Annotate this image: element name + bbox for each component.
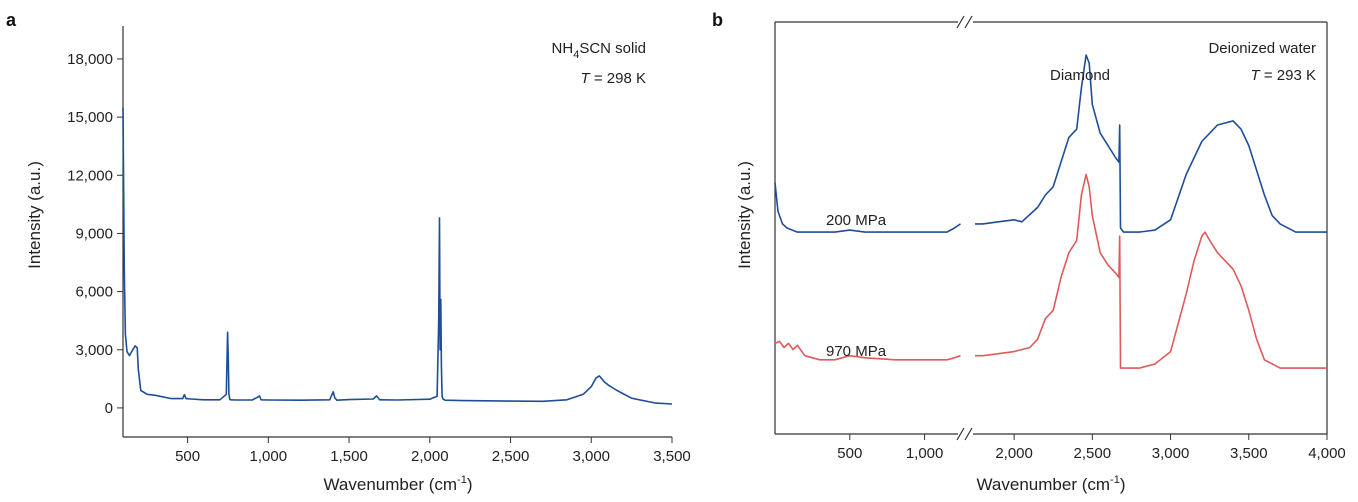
panel-b-y-axis-title: Intensity (a.u.) bbox=[735, 161, 754, 269]
panel-a-y-axis-title: Intensity (a.u.) bbox=[25, 161, 44, 269]
panel-a-letter: a bbox=[6, 10, 17, 30]
panel-b-x-axis-title: Wavenumber (cm-1) bbox=[977, 474, 1126, 494]
panel-a-temperature-label: T = 298 K bbox=[581, 70, 646, 87]
panel-b-diamond-label: Diamond bbox=[1050, 67, 1110, 84]
panel-a-y-tick-label: 18,000 bbox=[67, 51, 113, 68]
series-label-200-mpa: 200 MPa bbox=[826, 212, 887, 229]
panel-b-sample-label: Deionized water bbox=[1208, 40, 1316, 57]
panel-a-y-tick-label: 15,000 bbox=[67, 109, 113, 126]
panel-b: b 500 1,000 2,000 2,500 3,000 3,500 4,000 Diam… bbox=[712, 10, 1346, 494]
panel-b-series-line bbox=[774, 173, 1327, 369]
panel-a-x-tick-label: 1,000 bbox=[250, 448, 288, 465]
panel-a-y-tick-label: 9,000 bbox=[75, 225, 113, 242]
panel-b-x-tick-label: 3,500 bbox=[1230, 445, 1268, 462]
series-label-970-mpa: 970 MPa bbox=[826, 343, 887, 360]
panel-a-y-tick-label: 6,000 bbox=[75, 284, 113, 301]
panel-b-x-tick-label: 2,500 bbox=[1074, 445, 1112, 462]
panel-b-series-line bbox=[774, 54, 1327, 233]
panel-b-axis-break-bottom bbox=[956, 427, 973, 441]
panel-b-x-tick-label: 2,000 bbox=[995, 445, 1033, 462]
panel-b-x-tick-label: 1,000 bbox=[906, 445, 944, 462]
panel-a-series-line bbox=[122, 107, 673, 405]
panel-a-x-ticks: 500 1,000 1,500 2,000 2,500 3,000 3,500 bbox=[175, 437, 691, 465]
panel-a-y-tick-label: 0 bbox=[105, 400, 113, 417]
panel-a-sample-label: NH4SCN solid bbox=[552, 40, 646, 61]
panel-a-x-tick-label: 3,000 bbox=[572, 448, 610, 465]
panel-a-y-tick-label: 12,000 bbox=[67, 167, 113, 184]
panel-a-y-ticks: 0 3,000 6,000 9,000 12,000 15,000 18,000 bbox=[67, 51, 123, 417]
panel-a-x-tick-label: 2,500 bbox=[492, 448, 530, 465]
panel-a-x-tick-label: 500 bbox=[175, 448, 200, 465]
panel-b-axis-break-top bbox=[956, 15, 973, 29]
panel-b-x-tick-label: 3,000 bbox=[1152, 445, 1190, 462]
panel-b-letter: b bbox=[712, 10, 723, 30]
panel-b-x-ticks: 500 1,000 2,000 2,500 3,000 3,500 4,000 bbox=[837, 434, 1346, 462]
panel-b-x-tick-label: 500 bbox=[837, 445, 862, 462]
panel-a-x-tick-label: 3,500 bbox=[653, 448, 691, 465]
panel-a-x-tick-label: 2,000 bbox=[411, 448, 449, 465]
panel-a-series bbox=[122, 107, 673, 405]
panel-a-x-axis-title: Wavenumber (cm-1) bbox=[324, 474, 473, 494]
panel-a-x-tick-label: 1,500 bbox=[330, 448, 368, 465]
panel-a-y-tick-label: 3,000 bbox=[75, 342, 113, 359]
panel-b-x-tick-label: 4,000 bbox=[1308, 445, 1346, 462]
panel-b-series bbox=[774, 54, 1327, 369]
panel-a: a 0 3,000 6,000 9,000 12,000 15,000 18,000 500… bbox=[6, 10, 691, 494]
panel-b-temperature-label: T = 293 K bbox=[1251, 67, 1316, 84]
